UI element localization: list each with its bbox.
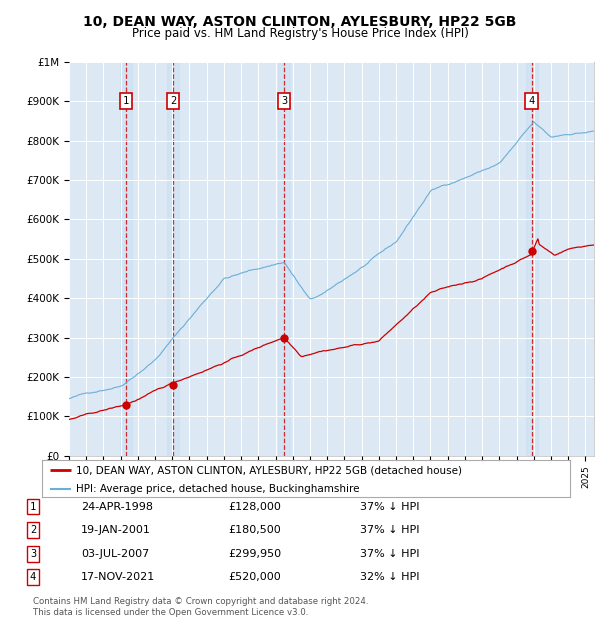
Text: 3: 3 <box>281 96 287 107</box>
Text: 3: 3 <box>30 549 36 559</box>
Text: 19-JAN-2001: 19-JAN-2001 <box>81 525 151 535</box>
Text: £299,950: £299,950 <box>228 549 281 559</box>
Text: 1: 1 <box>123 96 129 107</box>
Text: Price paid vs. HM Land Registry's House Price Index (HPI): Price paid vs. HM Land Registry's House … <box>131 27 469 40</box>
Text: 17-NOV-2021: 17-NOV-2021 <box>81 572 155 582</box>
Text: 37% ↓ HPI: 37% ↓ HPI <box>360 502 419 512</box>
Text: £128,000: £128,000 <box>228 502 281 512</box>
Text: 10, DEAN WAY, ASTON CLINTON, AYLESBURY, HP22 5GB (detached house): 10, DEAN WAY, ASTON CLINTON, AYLESBURY, … <box>76 465 463 475</box>
Bar <box>526 62 538 456</box>
Text: Contains HM Land Registry data © Crown copyright and database right 2024.
This d: Contains HM Land Registry data © Crown c… <box>33 598 368 617</box>
Text: 4: 4 <box>30 572 36 582</box>
Text: 24-APR-1998: 24-APR-1998 <box>81 502 153 512</box>
Bar <box>167 62 179 456</box>
Text: 2: 2 <box>170 96 176 107</box>
Bar <box>120 62 132 456</box>
Text: 2: 2 <box>30 525 36 535</box>
Text: 4: 4 <box>529 96 535 107</box>
Text: 37% ↓ HPI: 37% ↓ HPI <box>360 549 419 559</box>
Text: HPI: Average price, detached house, Buckinghamshire: HPI: Average price, detached house, Buck… <box>76 484 360 494</box>
Text: £180,500: £180,500 <box>228 525 281 535</box>
Bar <box>278 62 290 456</box>
Text: 37% ↓ HPI: 37% ↓ HPI <box>360 525 419 535</box>
Text: 03-JUL-2007: 03-JUL-2007 <box>81 549 149 559</box>
Text: £520,000: £520,000 <box>228 572 281 582</box>
Text: 32% ↓ HPI: 32% ↓ HPI <box>360 572 419 582</box>
Text: 1: 1 <box>30 502 36 512</box>
Text: 10, DEAN WAY, ASTON CLINTON, AYLESBURY, HP22 5GB: 10, DEAN WAY, ASTON CLINTON, AYLESBURY, … <box>83 16 517 30</box>
